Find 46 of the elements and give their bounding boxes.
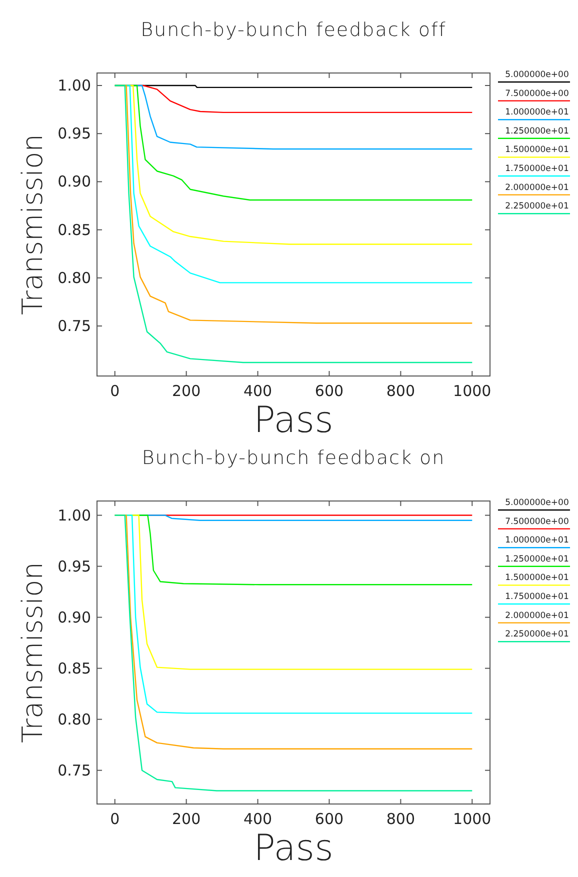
y-tick-label: 1.00 [58, 76, 91, 95]
text: 2.250000e+01 [505, 630, 569, 640]
text: 1.000000e+01 [505, 536, 569, 546]
y-tick-label: 0.95 [58, 557, 91, 576]
x-tick-label: 400 [243, 382, 272, 400]
x-axis-title: Pass [254, 400, 334, 441]
y-tick-label: 0.95 [58, 124, 91, 143]
chart-title: Bunch-by-bunch feedback off [140, 19, 446, 41]
text: 2.250000e+01 [505, 202, 569, 212]
y-axis-title: Transmission [16, 134, 49, 315]
x-tick-label: 800 [386, 382, 415, 400]
text: 5.000000e+00 [505, 70, 569, 80]
text: 1.500000e+01 [505, 145, 569, 156]
chart-title: Bunch-by-bunch feedback on [142, 447, 446, 469]
text: 2.000000e+01 [505, 610, 569, 621]
y-tick-label: 0.85 [58, 659, 91, 678]
legend-label: 5.000000e+00 [505, 498, 569, 508]
text: 2.000000e+01 [505, 182, 569, 193]
x-tick-label: 1000 [453, 810, 492, 828]
y-tick-label: 0.75 [58, 761, 91, 780]
y-tick-label: 0.80 [58, 710, 91, 728]
x-tick-label: 400 [243, 810, 272, 828]
x-tick-label: 200 [172, 810, 201, 828]
y-tick-label: 0.75 [58, 316, 91, 335]
x-tick-label: 0 [110, 810, 120, 828]
text: 1.250000e+01 [505, 554, 569, 564]
x-tick-label: 600 [314, 382, 344, 400]
y-tick-label: 0.85 [58, 220, 91, 239]
y-tick-label: 0.90 [58, 608, 91, 626]
x-tick-label: 800 [386, 810, 415, 828]
y-tick-label: 0.80 [58, 268, 91, 287]
x-tick-label: 600 [314, 810, 344, 828]
x-tick-label: 0 [110, 382, 120, 400]
x-axis-title: Pass [254, 828, 334, 869]
x-tick-label: 1000 [453, 382, 492, 400]
x-tick-label: 200 [172, 382, 201, 400]
text: 1.750000e+01 [505, 164, 569, 174]
y-axis-title: Transmission [16, 562, 49, 743]
y-tick-label: 0.90 [58, 172, 91, 191]
text: 7.500000e+00 [505, 516, 569, 527]
y-tick-label: 1.00 [58, 506, 91, 524]
text: 1.750000e+01 [505, 592, 569, 602]
text: 1.500000e+01 [505, 573, 569, 584]
text: 1.000000e+01 [505, 108, 569, 118]
text: 1.250000e+01 [505, 126, 569, 136]
text: 7.500000e+00 [505, 88, 569, 99]
